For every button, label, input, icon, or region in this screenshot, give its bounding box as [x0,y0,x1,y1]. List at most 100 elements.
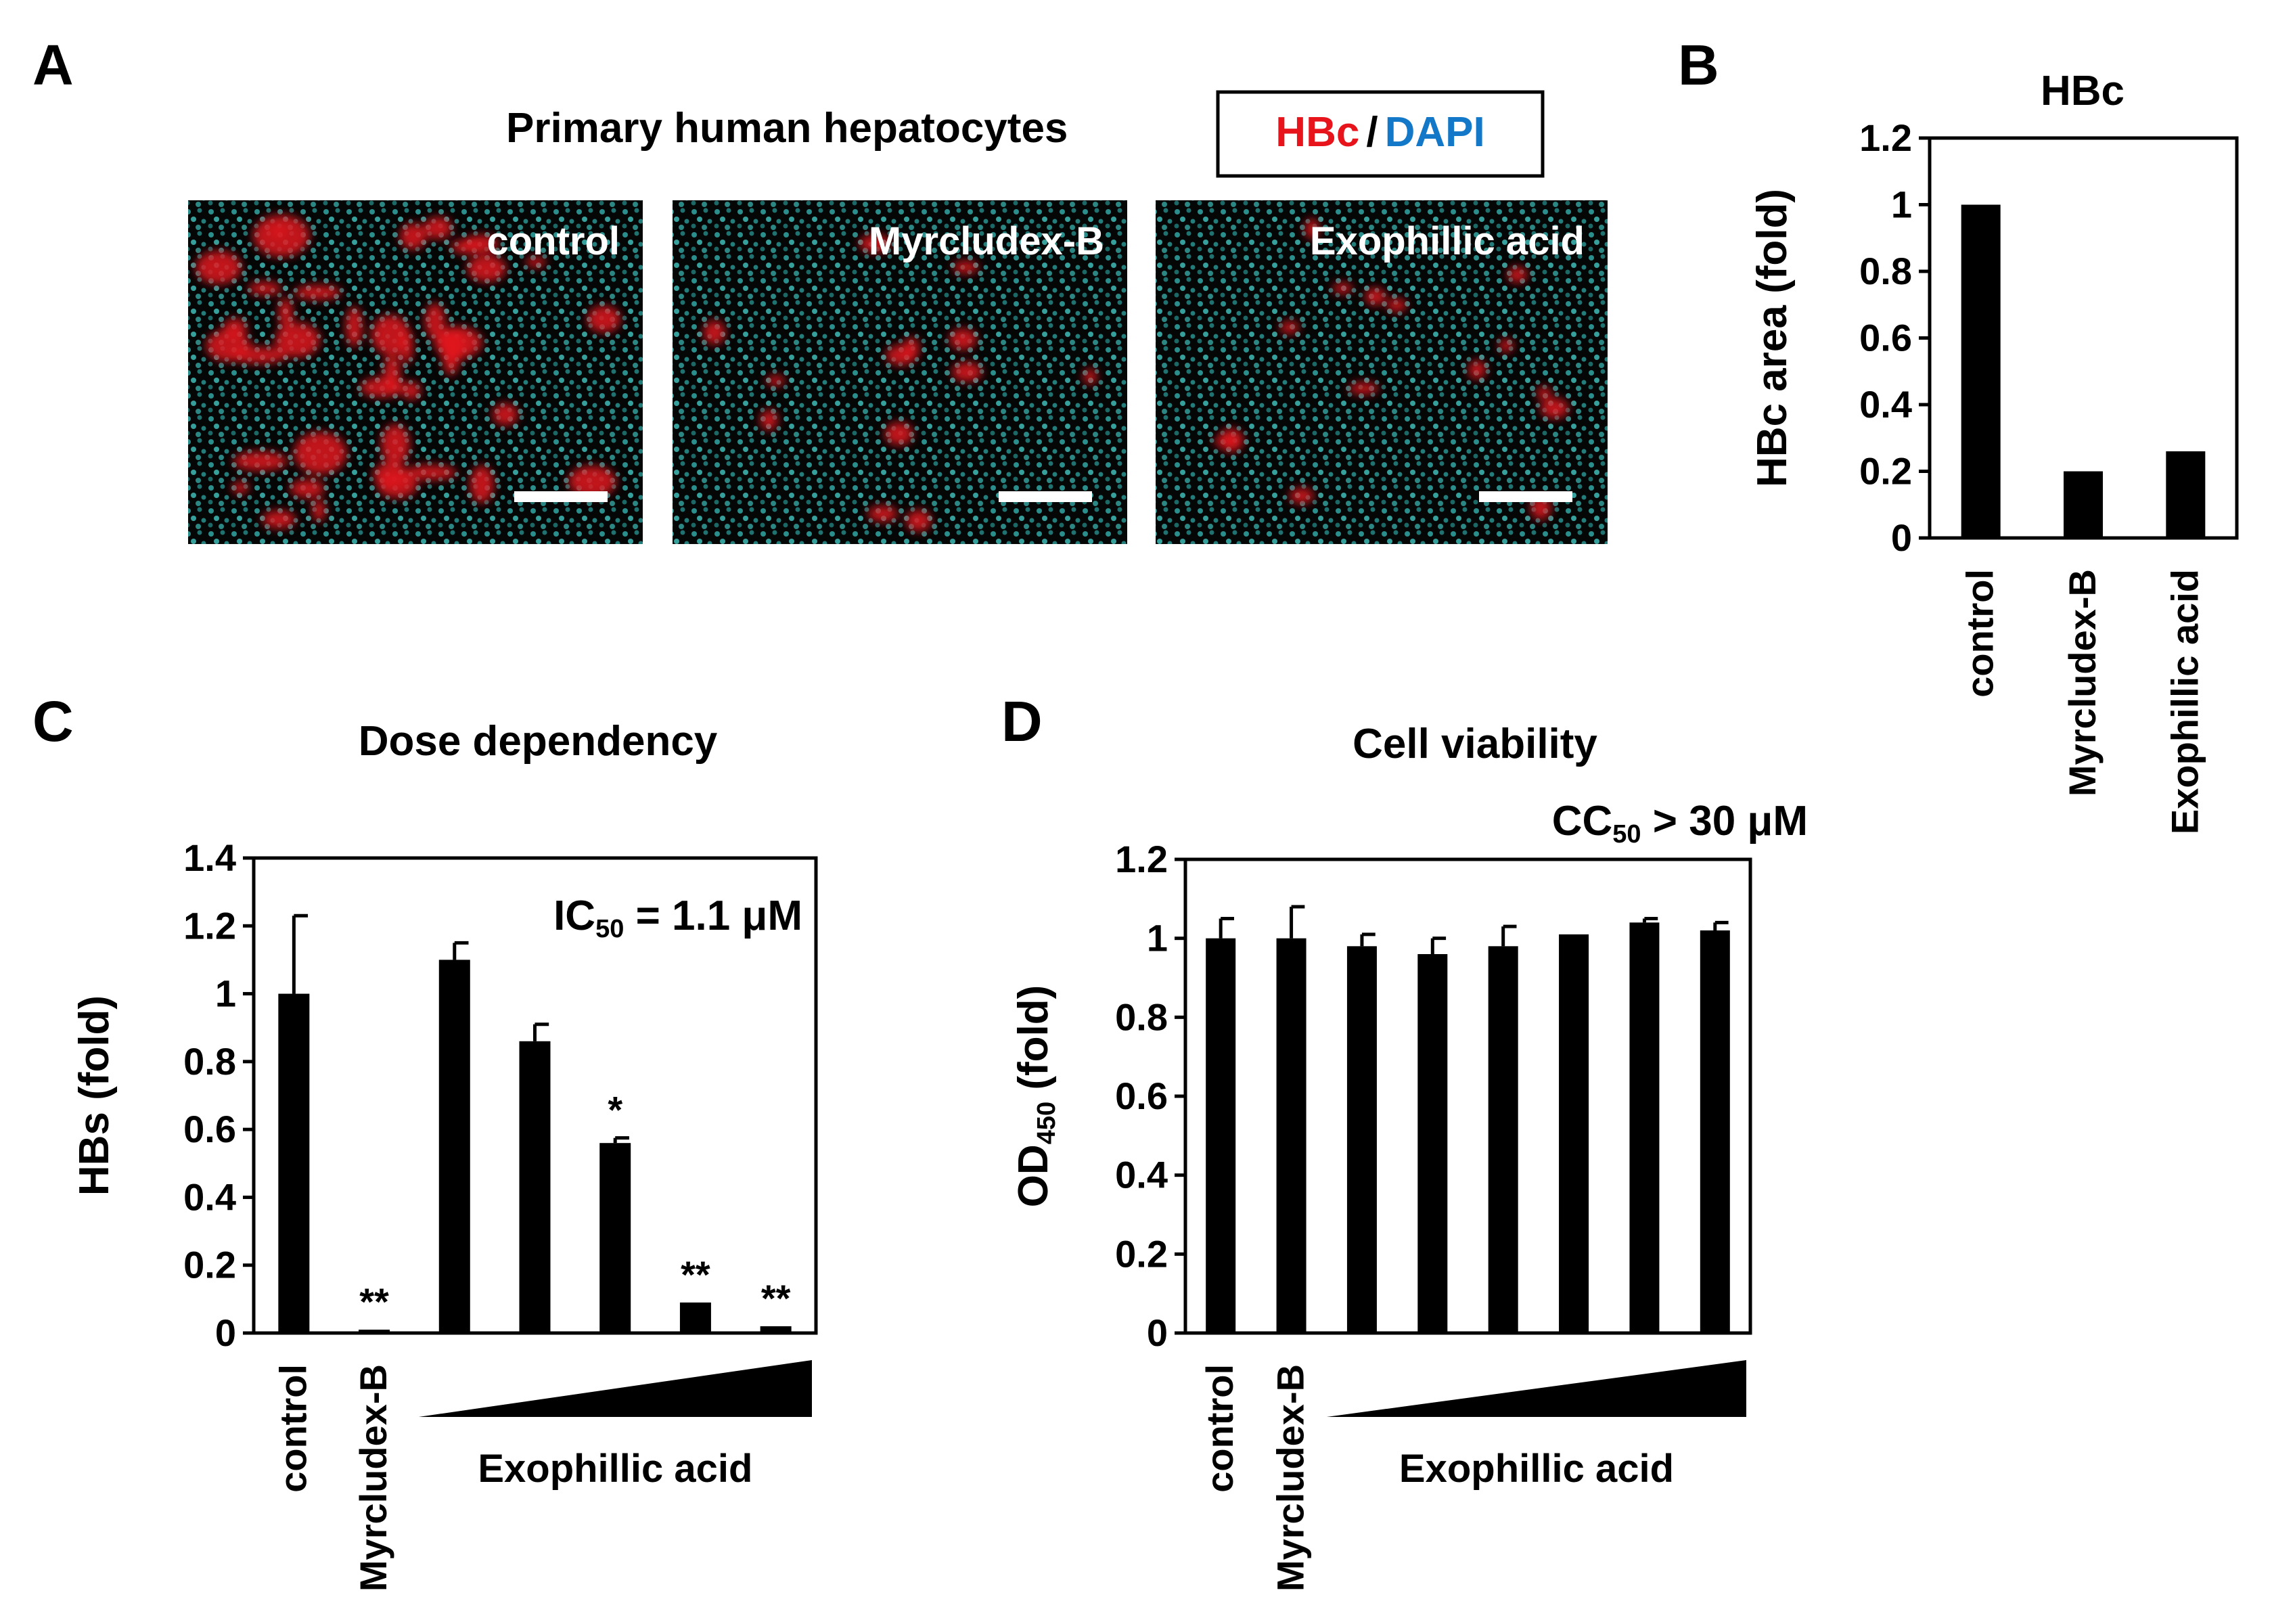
hbc-positive-cell [1498,338,1514,353]
y-axis-label: OD450 (fold) [1010,985,1061,1208]
hbc-positive-cell [399,223,426,250]
hbc-signal-layer [195,215,621,529]
annotation-sub: 50 [1612,820,1641,849]
bar [1346,946,1377,1333]
hbc-positive-cell [952,261,979,274]
stain-legend: HBc / DAPI [1275,109,1484,156]
y-axis-label-rest: (fold) [1010,985,1057,1102]
hbc-positive-cell [467,255,507,282]
hbc-positive-cell [247,281,282,296]
hbc-positive-cell [760,409,778,430]
hbc-positive-cell [1507,266,1528,284]
x-category-label: control [271,1364,314,1493]
hbc-positive-cell [359,377,405,398]
y-tick-label: 0 [215,1311,236,1354]
hbc-positive-cell [1279,321,1300,334]
bar [760,1326,792,1333]
y-tick-label: 0.6 [1115,1075,1168,1117]
hbc-positive-cell [1289,487,1315,504]
y-tick-label: 1.2 [183,904,236,947]
hbc-positive-cell [703,320,726,345]
y-tick-label: 0.2 [1115,1232,1168,1275]
y-tick-label: 0.8 [183,1040,236,1083]
hbc-positive-cell [1386,298,1407,313]
hbc-positive-cell [278,297,294,328]
hbc-positive-cell [195,250,242,284]
hbc-positive-cell [380,424,410,466]
hbc-positive-cell [470,465,494,503]
micrograph-label: Myrcludex-B [869,219,1104,263]
hbc-positive-cell [1536,386,1551,400]
group-label: Exophillic acid [1399,1447,1674,1491]
bar [1629,922,1660,1333]
x-category-label: Myrcludex-B [1269,1364,1312,1592]
bar [438,960,470,1333]
y-axis-label: HBs (fold) [71,995,118,1196]
chart-hbc-area: HBc 0 0.2 0.4 0.6 0.8 1 1.2 HBc area (fold) contr… [1749,68,2239,834]
bar [1417,954,1448,1333]
hbc-positive-cell [311,499,326,522]
bar [1961,204,2001,538]
hbc-signal-layer [1213,218,1569,520]
hbc-positive-cell [1348,382,1379,394]
bar [2166,451,2206,538]
hbc-positive-cell [275,322,320,358]
hbc-positive-cell [1219,428,1244,452]
chart-dose-dependency: Dose dependency 0 0.2 0.4 0.6 0.8 1 1.2 1.4 HBs (… [71,718,818,1592]
y-tick-label: 0 [1147,1311,1168,1354]
hbc-positive-cell [859,234,892,253]
hbc-positive-cell [886,344,916,366]
bar [1559,934,1589,1333]
y-tick-label: 0.2 [1859,450,1912,493]
y-tick-label: 1 [215,972,236,1015]
y-tick-label: 0 [1891,516,1912,559]
hbc-positive-cell [231,481,250,495]
hbc-positive-cell [262,510,296,529]
panel-d-letter: D [1001,690,1043,753]
annotation-rest: = 1.1 μM [624,893,802,939]
y-tick-label: 0.8 [1115,995,1168,1038]
hbc-positive-cell [568,466,616,497]
micrograph-panels: control Myrcludex-B Exophillic acid [188,200,1608,544]
y-axis-label-sub: 450 [1032,1102,1061,1144]
significance-mark: ** [359,1280,389,1323]
y-tick-label: 1.2 [1115,838,1168,880]
micrograph-0: control [188,200,643,544]
bar [2064,471,2103,538]
y-tick-label: 0.4 [1859,383,1912,426]
hbc-positive-cell [867,505,898,522]
x-category-label: Myrcludex-B [2061,569,2104,796]
hbc-positive-cell [405,464,457,480]
dapi-nuclei-layer [673,200,1127,544]
stain-legend-hbc: HBc [1275,109,1359,156]
hbc-positive-cell [1332,282,1353,294]
micrograph-2: Exophillic acid [1156,200,1608,544]
annotation-main: IC [553,893,595,939]
y-tick-label: 1 [1147,917,1168,960]
bar [519,1041,551,1333]
chart-cell-viability: Cell viability 0 0.2 0.4 0.6 0.8 1 1.2 OD450 (fo… [1010,721,1808,1592]
hbc-positive-cell [884,422,913,445]
annotation-main: CC [1552,798,1613,844]
micrograph-1: Myrcludex-B [673,200,1127,544]
significance-mark: * [608,1089,622,1131]
chart-title: Cell viability [1353,721,1597,767]
y-tick-label: 1 [1891,183,1912,226]
hbc-positive-cell [905,510,932,532]
chart-title: HBc [2041,68,2125,114]
y-tick-label: 0.8 [1859,250,1912,292]
y-tick-label: 0.6 [1859,317,1912,359]
y-axis-label-main: OD [1010,1144,1057,1207]
micrograph-label: Exophillic acid [1310,219,1585,263]
bar [359,1329,390,1333]
bar [1488,946,1518,1333]
stain-legend-separator: / [1366,109,1378,156]
bar [679,1302,711,1333]
bar [1276,938,1307,1333]
y-tick-label: 0.2 [183,1244,236,1286]
panel-a-title: Primary human hepatocytes [506,105,1068,152]
y-axis-label: HBc area (fold) [1749,189,1796,487]
bar [1700,930,1730,1333]
dapi-nuclei-layer [1156,200,1608,544]
